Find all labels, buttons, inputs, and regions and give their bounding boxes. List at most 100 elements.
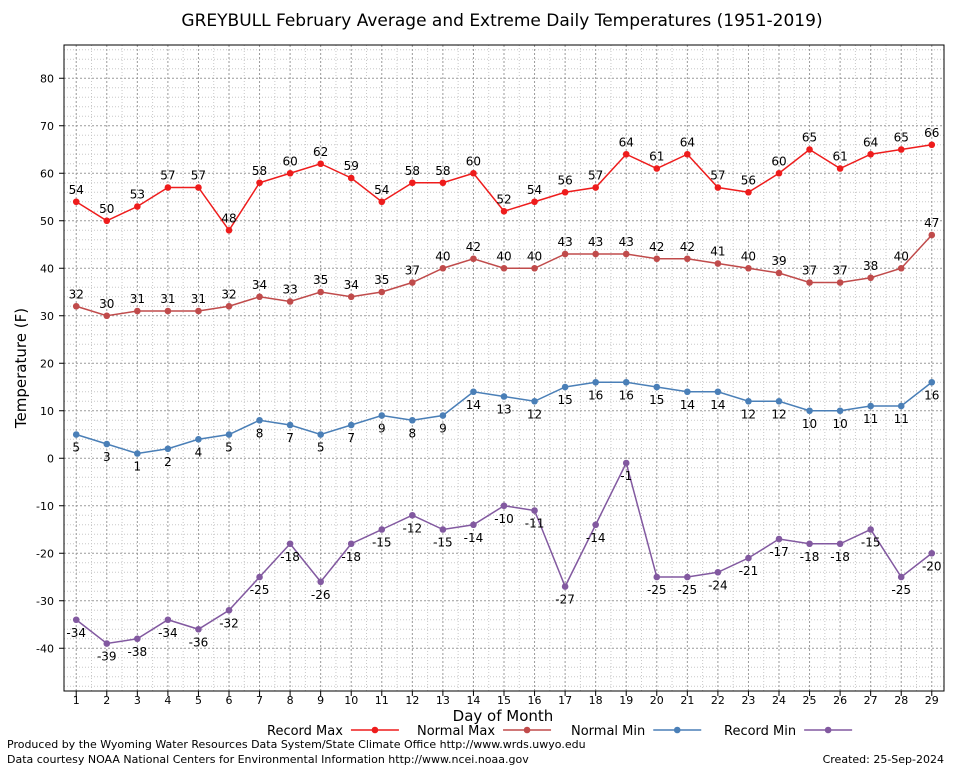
data-point — [897, 264, 905, 272]
data-label: 47 — [924, 216, 939, 230]
data-point — [745, 264, 752, 272]
data-point — [470, 169, 477, 177]
y-axis-title: Temperature (F) — [12, 308, 30, 429]
data-label: 5 — [72, 441, 80, 455]
data-point — [561, 583, 569, 590]
data-point — [684, 388, 691, 396]
y-tick-label: 40 — [40, 262, 54, 275]
data-point — [775, 535, 783, 543]
x-tick-label: 15 — [497, 694, 511, 707]
data-label: 32 — [69, 287, 84, 301]
x-tick-label: 6 — [226, 694, 233, 707]
data-label: -26 — [311, 588, 331, 602]
data-point — [531, 397, 538, 405]
y-axis-ticks: -40 -30 -20 -10 0 10 20 30 40 50 60 70 80 — [36, 72, 64, 655]
data-point — [103, 440, 111, 448]
data-label: -25 — [891, 583, 911, 597]
data-point — [531, 264, 538, 272]
data-label: 58 — [435, 164, 450, 178]
data-point — [622, 250, 630, 258]
data-point — [72, 198, 80, 206]
data-label: -18 — [280, 550, 300, 564]
data-label: -25 — [678, 583, 698, 597]
data-label: 64 — [619, 135, 634, 149]
data-point — [225, 302, 233, 310]
data-label: 34 — [252, 278, 267, 292]
y-tick-label: 80 — [40, 72, 54, 85]
data-label: 16 — [588, 388, 603, 402]
x-tick-label: 3 — [134, 694, 141, 707]
y-tick-label: 50 — [40, 215, 54, 228]
data-point — [439, 412, 447, 419]
x-tick-label: 10 — [344, 694, 358, 707]
data-label: -24 — [708, 578, 728, 592]
data-label: 42 — [466, 240, 481, 254]
y-tick-label: 60 — [40, 167, 54, 180]
data-point — [867, 402, 874, 410]
x-tick-label: 17 — [558, 694, 572, 707]
data-label: 42 — [649, 240, 664, 254]
data-label: 14 — [466, 398, 481, 412]
data-point — [897, 402, 905, 410]
data-point — [164, 616, 172, 624]
data-label: 59 — [344, 159, 359, 173]
data-point — [561, 383, 569, 391]
data-point — [164, 445, 172, 453]
data-label: 5 — [225, 441, 233, 455]
data-label: 16 — [924, 388, 939, 402]
data-label: 31 — [191, 292, 206, 306]
legend-marker — [371, 726, 379, 734]
data-point — [836, 540, 844, 548]
data-point — [928, 549, 936, 557]
data-point — [775, 397, 783, 405]
data-label: -10 — [494, 512, 514, 526]
x-tick-label: 22 — [711, 694, 725, 707]
data-label: 48 — [221, 211, 236, 225]
data-point — [347, 421, 355, 429]
data-point — [134, 450, 141, 457]
data-label: -18 — [830, 550, 850, 564]
data-label: 4 — [195, 445, 203, 459]
data-label: -1 — [620, 469, 632, 483]
data-label: 12 — [527, 407, 542, 421]
data-label: 40 — [435, 249, 450, 263]
data-point — [684, 255, 691, 263]
data-label: -27 — [555, 593, 575, 607]
data-point — [317, 431, 324, 438]
data-label: 43 — [588, 235, 603, 249]
data-point — [195, 625, 202, 633]
data-point — [256, 416, 263, 424]
x-tick-label: 13 — [436, 694, 450, 707]
data-point — [531, 507, 538, 514]
data-point — [470, 255, 477, 263]
data-label: 37 — [405, 264, 420, 278]
x-tick-label: 12 — [405, 694, 419, 707]
data-label: 9 — [439, 422, 447, 436]
y-tick-label: 20 — [40, 357, 54, 370]
data-label: 41 — [710, 245, 725, 259]
data-point — [317, 160, 324, 168]
data-point — [561, 250, 569, 258]
data-label: 43 — [619, 235, 634, 249]
data-point — [317, 578, 324, 586]
data-point — [775, 169, 783, 177]
legend-label: Record Min — [724, 724, 796, 739]
x-tick-label: 26 — [833, 694, 847, 707]
data-point — [347, 174, 355, 182]
data-point — [775, 269, 783, 277]
data-label: 31 — [130, 292, 145, 306]
data-label: 8 — [409, 426, 417, 440]
data-point — [653, 573, 661, 581]
y-tick-label: -20 — [36, 547, 54, 560]
y-tick-label: 30 — [40, 310, 54, 323]
data-label: 57 — [588, 169, 603, 183]
data-point — [684, 573, 691, 581]
data-label: 37 — [832, 264, 847, 278]
data-point — [103, 217, 111, 225]
data-label: 5 — [317, 441, 325, 455]
data-label: 35 — [313, 273, 328, 287]
data-point — [867, 150, 874, 158]
data-label: -12 — [403, 521, 423, 535]
data-point — [470, 521, 477, 529]
